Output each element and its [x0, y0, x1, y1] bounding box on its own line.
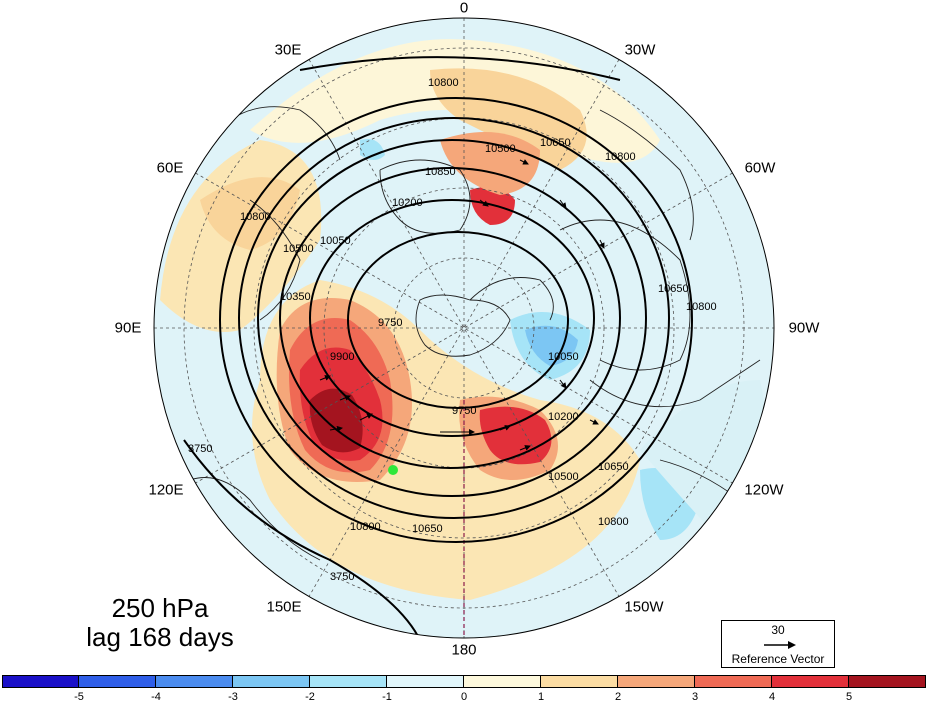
colorbar-swatch [79, 675, 156, 688]
contour-label: 9750 [452, 405, 476, 417]
colorbar-swatch [387, 675, 464, 688]
lon-label-90e: 90E [114, 319, 142, 337]
colorbar-swatch [772, 675, 849, 688]
contour-label: 10800 [686, 301, 717, 313]
location-marker [388, 465, 398, 475]
contour-label: 10200 [548, 411, 579, 423]
colorbar-tick-label: 1 [537, 691, 545, 703]
contour-label: 10800 [605, 151, 636, 163]
colorbar-swatch [541, 675, 618, 688]
colorbar-tick-label: 3 [691, 691, 699, 703]
contour-label: 10050 [548, 351, 579, 363]
contour-label: 10350 [280, 291, 311, 303]
colorbar-tick-label: 2 [614, 691, 622, 703]
contour-label: 10500 [283, 243, 314, 255]
lon-label-120e: 120E [148, 481, 184, 499]
reference-vector-box: 30 Reference Vector [721, 620, 835, 668]
lon-label-120w: 120W [744, 481, 784, 499]
contour-label: 10500 [485, 143, 516, 155]
lon-label-0: 0 [459, 0, 469, 17]
contour-label: 10050 [320, 235, 351, 247]
colorbar-swatch [233, 675, 310, 688]
contour-label-group: 10800 10650 10500 10850 10200 10050 1035… [188, 77, 717, 583]
colorbar-swatch [695, 675, 772, 688]
colorbar-swatch [156, 675, 233, 688]
colorbar-swatch [310, 675, 387, 688]
lon-label-90w: 90W [788, 319, 820, 337]
colorbar-tick-label: 0 [460, 691, 468, 703]
lon-label-180: 180 [451, 641, 477, 659]
contour-label: 3750 [188, 443, 212, 455]
reference-vector-magnitude: 30 [771, 623, 785, 637]
contour-label: 10650 [598, 461, 629, 473]
contour-label: 10850 [425, 166, 456, 178]
coastlines [189, 106, 761, 561]
colorbar-swatch [464, 675, 541, 688]
colorbar-tick-label: -4 [151, 691, 161, 703]
contour-label: 10200 [392, 197, 423, 209]
lon-label-150w: 150W [624, 598, 664, 616]
colorbar-tick-label: 4 [768, 691, 776, 703]
contour-label: 10500 [548, 471, 579, 483]
lag-label: lag 168 days [86, 622, 234, 652]
contour-label: 9750 [378, 317, 402, 329]
lon-label-30w: 30W [624, 41, 656, 59]
reference-vector-caption: Reference Vector [731, 652, 825, 666]
contour-label: 10800 [240, 211, 271, 223]
colorbar-swatch [618, 675, 695, 688]
contour-label: 10800 [428, 77, 459, 89]
colorbar-tick-label: 5 [845, 691, 853, 703]
lon-label-60e: 60E [156, 159, 184, 177]
colorbar-tick-label: -1 [382, 691, 392, 703]
contour-label: 10650 [658, 283, 689, 295]
contour-label: 10650 [540, 137, 571, 149]
reference-arrow-icon [764, 641, 796, 649]
contour-label: 10800 [598, 516, 629, 528]
colorbar-swatch [2, 675, 79, 688]
contour-label: 10800 [350, 521, 381, 533]
wind-vectors [319, 159, 605, 451]
pressure-level-label: 250 hPa [111, 593, 209, 623]
lon-label-60w: 60W [744, 159, 776, 177]
lon-label-150e: 150E [266, 598, 302, 616]
colorbar-tick-label: -2 [305, 691, 315, 703]
contour-label: 3750 [330, 571, 354, 583]
colorbar: -5 -4 -3 -2 -1 0 1 2 3 4 5 [0, 675, 928, 703]
contour-label: 10650 [412, 523, 443, 535]
colorbar-swatch [849, 675, 926, 688]
colorbar-tick-label: -3 [228, 691, 238, 703]
height-contours [183, 56, 693, 638]
colorbar-tick-label: -5 [74, 691, 84, 703]
lon-label-30e: 30E [274, 41, 302, 59]
contour-label: 9900 [330, 351, 354, 363]
map-border [153, 17, 775, 639]
